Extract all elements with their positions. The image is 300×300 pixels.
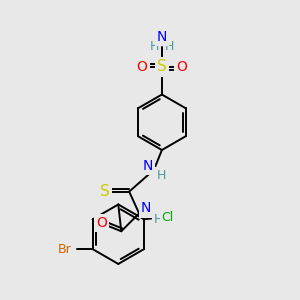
Text: S: S (100, 184, 109, 199)
Text: O: O (136, 60, 148, 74)
Text: H: H (154, 213, 164, 226)
Text: N: N (143, 159, 153, 173)
Text: H: H (165, 40, 175, 53)
Text: Br: Br (58, 243, 72, 256)
Text: H: H (157, 169, 167, 182)
Text: N: N (141, 202, 151, 215)
Text: O: O (96, 216, 107, 230)
Text: S: S (157, 59, 167, 74)
Text: Cl: Cl (162, 211, 174, 224)
Text: N: N (157, 30, 167, 44)
Text: H: H (149, 40, 159, 53)
Text: O: O (176, 60, 187, 74)
